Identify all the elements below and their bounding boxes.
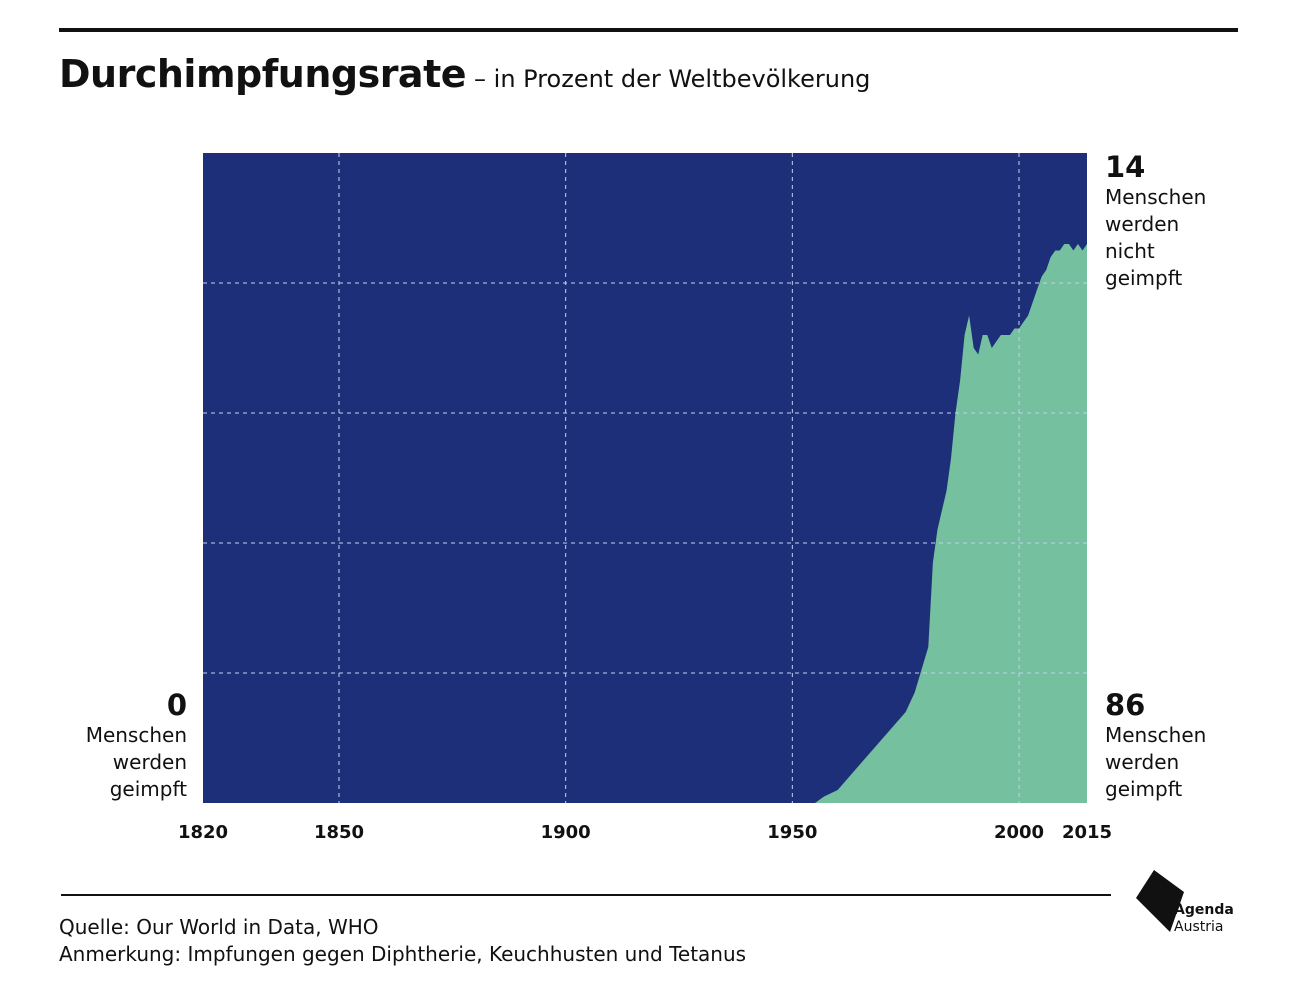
area-vaccinated xyxy=(203,244,1087,803)
left-annotation-line2: werden xyxy=(112,750,187,774)
source-text: Quelle: Our World in Data, WHO xyxy=(59,915,379,939)
right-bottom-annotation-line3: geimpft xyxy=(1105,777,1183,801)
right-top-annotation: 14 Menschen werden nicht geimpft xyxy=(1105,150,1206,292)
x-tick-label-2015: 2015 xyxy=(1062,822,1112,843)
x-tick-label-1900: 1900 xyxy=(541,822,591,843)
bottom-rule xyxy=(61,894,1111,896)
left-annotation-line3: geimpft xyxy=(109,777,187,801)
x-tick-label-1850: 1850 xyxy=(314,822,364,843)
left-annotation: 0 Menschen werden geimpft xyxy=(86,688,187,803)
right-top-annotation-line4: geimpft xyxy=(1105,266,1183,290)
left-annotation-value: 0 xyxy=(166,688,187,722)
right-bottom-annotation-line2: werden xyxy=(1105,750,1180,774)
note-text: Anmerkung: Impfungen gegen Diphtherie, K… xyxy=(59,942,747,966)
agenda-austria-logo-icon xyxy=(1136,870,1184,932)
x-tick-label-1950: 1950 xyxy=(767,822,817,843)
right-top-annotation-line3: nicht xyxy=(1105,239,1155,263)
right-top-annotation-line1: Menschen xyxy=(1105,185,1207,209)
right-bottom-annotation-value: 86 xyxy=(1105,688,1146,722)
right-bottom-annotation-line1: Menschen xyxy=(1105,723,1207,747)
x-tick-label-1820: 1820 xyxy=(178,822,228,843)
right-top-annotation-value: 14 xyxy=(1105,150,1146,184)
left-annotation-line1: Menschen xyxy=(85,723,187,747)
x-tick-label-2000: 2000 xyxy=(994,822,1044,843)
logo-line2: Austria xyxy=(1174,919,1224,935)
footer: Quelle: Our World in Data, WHO Anmerkung… xyxy=(59,914,746,968)
right-bottom-annotation: 86 Menschen werden geimpft xyxy=(1105,688,1206,803)
title-row: Durchimpfungsrate – in Prozent der Weltbe… xyxy=(59,52,870,96)
top-rule xyxy=(59,28,1238,32)
right-top-annotation-line2: werden xyxy=(1105,212,1180,236)
logo-line1: Agenda xyxy=(1174,902,1234,918)
chart-title: Durchimpfungsrate xyxy=(59,52,467,96)
logo-text: Agenda Austria xyxy=(1174,902,1234,936)
chart-subtitle: – in Prozent der Weltbevölkerung xyxy=(474,65,871,93)
